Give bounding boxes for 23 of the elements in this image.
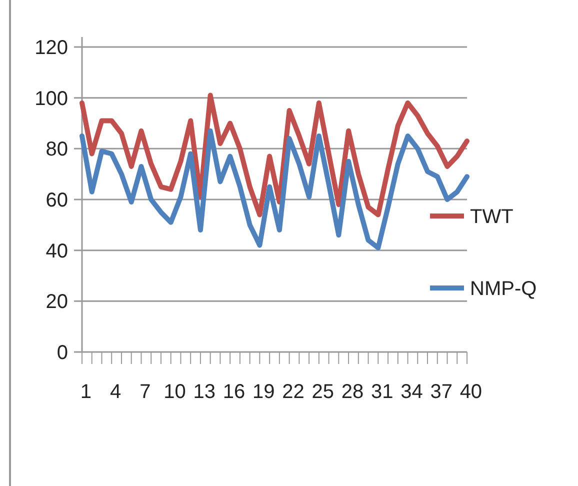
legend-label: NMP-Q xyxy=(470,278,537,300)
x-tick-label: 7 xyxy=(140,381,151,403)
x-tick-label: 31 xyxy=(370,381,394,403)
x-tick-label: 25 xyxy=(312,381,334,403)
y-tick-label: 40 xyxy=(46,240,68,262)
x-tick-label: 13 xyxy=(193,381,216,403)
x-tick-label: 40 xyxy=(460,381,482,403)
y-tick-label: 120 xyxy=(34,37,68,59)
y-tick-label: 20 xyxy=(46,291,68,314)
x-tick-label: 1 xyxy=(80,381,92,403)
y-tick-label: 60 xyxy=(46,190,68,212)
legend-label: TWT xyxy=(470,206,514,228)
y-tick-label: 100 xyxy=(34,88,68,110)
x-tick-label: 22 xyxy=(282,381,304,403)
x-tick-label: 37 xyxy=(430,381,452,403)
x-tick-label: 34 xyxy=(400,381,423,403)
x-tick-label: 19 xyxy=(252,381,275,403)
x-tick-label: 4 xyxy=(110,381,122,403)
x-tick-label: 28 xyxy=(341,381,364,403)
y-tick-label: 80 xyxy=(46,138,68,161)
y-tick-label: 0 xyxy=(56,342,68,364)
x-tick-label: 16 xyxy=(222,381,246,403)
x-tick-label: 10 xyxy=(164,381,186,403)
